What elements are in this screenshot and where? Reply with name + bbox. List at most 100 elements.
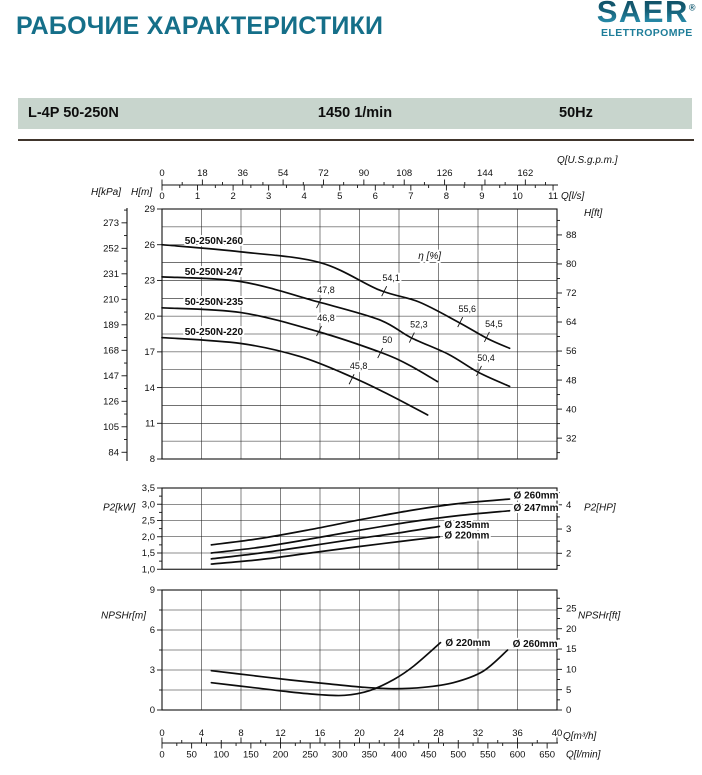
- lmin-tick-label: 550: [480, 750, 496, 761]
- kpa-tick-label: 105: [103, 422, 119, 433]
- npshr-ft-tick-label: 15: [566, 644, 577, 655]
- head-curve-label-50-250N-235: 50-250N-235: [185, 297, 244, 308]
- kpa-tick-label: 210: [103, 295, 119, 306]
- page-title: РАБОЧИЕ ХАРАКТЕРИСТИКИ: [16, 12, 384, 40]
- ls-tick-label: 9: [479, 191, 484, 202]
- head-curve-50-250N-247: [161, 276, 511, 388]
- power-curve-label-Ø 235mm: Ø 235mm: [444, 520, 489, 531]
- power-curve-label-Ø 247mm: Ø 247mm: [514, 503, 559, 514]
- lmin-tick-label: 600: [510, 750, 526, 761]
- efficiency-tick: [457, 316, 464, 328]
- head-ft-tick-label: 88: [566, 230, 577, 241]
- m3h-tick-label: 12: [275, 728, 286, 739]
- efficiency-tick: [316, 297, 322, 309]
- power-kw-tick-label: 1,0: [142, 564, 155, 575]
- power-hp-tick-label: 3: [566, 524, 571, 535]
- model-info-bar: L-4P 50-250N 1450 1/min 50Hz: [18, 98, 692, 129]
- head-ft-tick-label: 40: [566, 404, 577, 415]
- lmin-tick-label: 350: [361, 750, 377, 761]
- gpm-tick-label: 162: [517, 168, 533, 179]
- lmin-tick-label: 500: [450, 750, 466, 761]
- lmin-axis-label: Q[l/min]: [566, 750, 601, 761]
- lmin-tick-label: 150: [243, 750, 259, 761]
- lmin-tick-label: 450: [421, 750, 437, 761]
- npshr-m-tick-label: 3: [150, 665, 155, 676]
- head-ft-axis-label: H[ft]: [584, 208, 603, 219]
- npshr-ft-tick-label: 20: [566, 624, 577, 635]
- npshr-ft-tick-label: 5: [566, 685, 571, 696]
- npshr-ft-tick-label: 0: [566, 705, 571, 716]
- lmin-tick-label: 300: [332, 750, 348, 761]
- m3h-tick-label: 0: [159, 728, 164, 739]
- gpm-tick-label: 90: [359, 168, 370, 179]
- efficiency-value: 45,8: [350, 361, 368, 371]
- model-name: L-4P 50-250N: [28, 105, 119, 121]
- ls-tick-label: 3: [266, 191, 271, 202]
- head-m-tick-label: 14: [144, 383, 155, 394]
- power-curve-label-Ø 220mm: Ø 220mm: [444, 531, 489, 542]
- power-hp-axis-label: P2[HP]: [584, 503, 616, 514]
- head-m-tick-label: 29: [144, 204, 155, 215]
- ls-tick-label: 10: [512, 191, 523, 202]
- m3h-tick-label: 40: [552, 728, 563, 739]
- kpa-tick-label: 126: [103, 396, 119, 407]
- head-m-tick-label: 8: [150, 454, 155, 465]
- efficiency-value: 54,1: [382, 273, 400, 283]
- kpa-tick-label: 147: [103, 371, 119, 382]
- lmin-tick-label: 50: [186, 750, 197, 761]
- npshr-ft-axis-label: NPSHr[ft]: [578, 610, 620, 621]
- power-hp-tick-label: 4: [566, 500, 571, 511]
- m3h-tick-label: 28: [433, 728, 444, 739]
- head-curve-label-50-250N-247: 50-250N-247: [185, 267, 244, 278]
- lmin-tick-label: 0: [159, 750, 164, 761]
- efficiency-tick: [483, 331, 490, 343]
- head-curve-50-250N-220: [161, 336, 429, 416]
- divider-rule: [18, 139, 694, 141]
- npshr-m-tick-label: 0: [150, 705, 155, 716]
- efficiency-value: 54,5: [485, 319, 503, 329]
- npshr-curve-Ø 220mm: [210, 641, 442, 697]
- npshr-ft-tick-label: 10: [566, 665, 577, 676]
- efficiency-value: 47,8: [317, 285, 335, 295]
- gpm-tick-label: 144: [477, 168, 493, 179]
- ls-tick-label: 4: [302, 191, 307, 202]
- lmin-tick-label: 400: [391, 750, 407, 761]
- head-m-tick-label: 20: [144, 311, 155, 322]
- head-curve-label-50-250N-260: 50-250N-260: [185, 236, 244, 247]
- power-kw-tick-label: 3,0: [142, 499, 155, 510]
- efficiency-tick: [476, 365, 482, 377]
- ls-tick-label: 11: [548, 191, 558, 202]
- m3h-tick-label: 36: [512, 728, 523, 739]
- m3h-tick-label: 24: [394, 728, 405, 739]
- head-ft-tick-label: 64: [566, 317, 577, 328]
- power-kw-tick-label: 2,5: [142, 516, 155, 527]
- head-m-tick-label: 17: [144, 347, 155, 358]
- efficiency-axis-label: η [%]: [418, 251, 441, 262]
- ls-tick-label: 2: [230, 191, 235, 202]
- efficiency-tick: [316, 325, 322, 337]
- head-curve-label-50-250N-220: 50-250N-220: [185, 327, 244, 338]
- ls-axis-label: Q[l/s]: [561, 191, 585, 202]
- gpm-tick-label: 54: [278, 168, 289, 179]
- kpa-tick-label: 84: [108, 447, 119, 458]
- gpm-tick-label: 36: [237, 168, 248, 179]
- head-m-tick-label: 23: [144, 276, 155, 287]
- ls-tick-label: 0: [159, 191, 164, 202]
- lmin-tick-label: 100: [213, 750, 229, 761]
- ls-tick-label: 7: [408, 191, 413, 202]
- power-curve-Ø 235mm: [210, 525, 441, 560]
- kpa-tick-label: 252: [103, 244, 119, 255]
- efficiency-tick: [377, 347, 384, 359]
- efficiency-tick: [408, 332, 415, 343]
- efficiency-value: 50: [382, 335, 392, 345]
- head-m-tick-label: 26: [144, 240, 155, 251]
- lmin-tick-label: 250: [302, 750, 318, 761]
- head-ft-tick-label: 56: [566, 346, 577, 357]
- m3h-tick-label: 32: [473, 728, 484, 739]
- head-curve-50-250N-260: [161, 243, 511, 350]
- npshr-m-tick-label: 6: [150, 625, 155, 636]
- npshr-m-tick-label: 9: [150, 585, 155, 596]
- npshr-curve-label-Ø 260mm: Ø 260mm: [513, 639, 558, 650]
- power-curve-label-Ø 260mm: Ø 260mm: [514, 491, 559, 502]
